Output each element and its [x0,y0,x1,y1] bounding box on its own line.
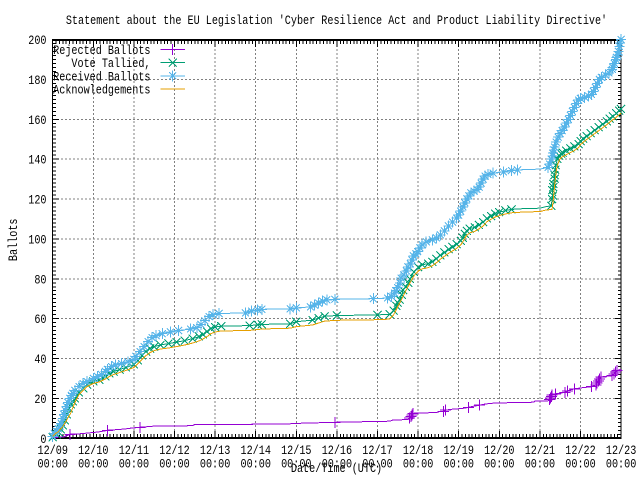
svg-text:00:00: 00:00 [240,457,270,471]
svg-text:200: 200 [28,34,46,48]
svg-text:00:00: 00:00 [403,457,433,471]
svg-text:00:00: 00:00 [78,457,108,471]
svg-text:40: 40 [34,353,46,367]
svg-text:12/22: 12/22 [565,444,595,458]
svg-text:Vote Tallied,: Vote Tallied, [71,57,150,71]
svg-text:12/14: 12/14 [240,444,270,458]
svg-text:12/20: 12/20 [484,444,514,458]
svg-text:00:00: 00:00 [362,457,392,471]
svg-text:Statement about the EU Legisla: Statement about the EU Legislation ′Cybe… [66,14,607,28]
svg-text:Date/Time (UTC): Date/Time (UTC) [291,462,382,476]
svg-text:12/23: 12/23 [606,444,636,458]
svg-text:12/11: 12/11 [119,444,149,458]
svg-text:12/12: 12/12 [159,444,189,458]
svg-text:00:00: 00:00 [322,457,352,471]
svg-text:80: 80 [34,273,46,287]
svg-text:00:00: 00:00 [606,457,636,471]
svg-text:00:00: 00:00 [281,457,311,471]
svg-text:0: 0 [40,433,46,447]
svg-text:140: 140 [28,154,46,168]
svg-text:12/19: 12/19 [443,444,473,458]
svg-text:00:00: 00:00 [525,457,555,471]
svg-text:12/15: 12/15 [281,444,311,458]
svg-text:00:00: 00:00 [37,457,67,471]
svg-text:160: 160 [28,114,46,128]
svg-text:Rejected Ballots: Rejected Ballots [53,44,150,58]
svg-text:12/18: 12/18 [403,444,433,458]
svg-text:12/09: 12/09 [37,444,67,458]
svg-text:12/16: 12/16 [322,444,352,458]
svg-text:Ballots: Ballots [7,219,21,262]
svg-text:180: 180 [28,74,46,88]
svg-text:20: 20 [34,393,46,407]
svg-text:00:00: 00:00 [159,457,189,471]
svg-text:00:00: 00:00 [200,457,230,471]
svg-text:12/21: 12/21 [525,444,555,458]
svg-text:120: 120 [28,193,46,207]
svg-text:Received Ballots: Received Ballots [53,70,150,84]
svg-text:12/10: 12/10 [78,444,108,458]
svg-text:12/17: 12/17 [362,444,392,458]
svg-text:00:00: 00:00 [565,457,595,471]
svg-text:00:00: 00:00 [484,457,514,471]
svg-text:00:00: 00:00 [119,457,149,471]
svg-text:Acknowledgements: Acknowledgements [53,83,150,97]
svg-text:60: 60 [34,313,46,327]
svg-text:12/13: 12/13 [200,444,230,458]
svg-text:100: 100 [28,233,46,247]
svg-text:00:00: 00:00 [443,457,473,471]
